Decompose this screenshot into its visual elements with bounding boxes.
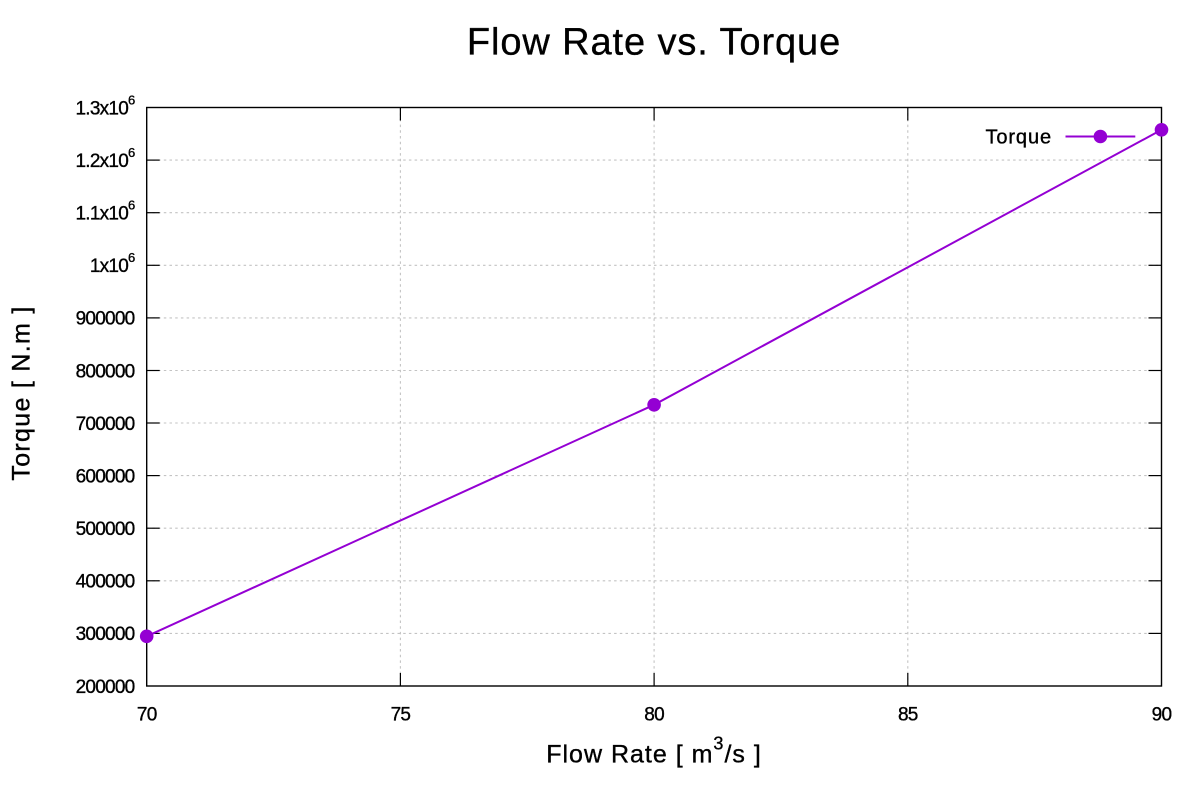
svg-text:70: 70: [137, 704, 157, 725]
svg-text:500000: 500000: [76, 519, 135, 540]
svg-text:90: 90: [1152, 704, 1172, 725]
svg-text:85: 85: [898, 704, 918, 725]
svg-text:900000: 900000: [76, 309, 135, 330]
svg-text:200000: 200000: [76, 677, 135, 698]
svg-text:800000: 800000: [76, 361, 135, 382]
svg-text:80: 80: [644, 704, 664, 725]
svg-text:75: 75: [391, 704, 411, 725]
svg-text:Torque: Torque: [985, 126, 1052, 148]
svg-text:Flow Rate vs. Torque: Flow Rate vs. Torque: [467, 22, 841, 64]
svg-text:400000: 400000: [76, 572, 135, 593]
svg-text:Torque [ N.m ]: Torque [ N.m ]: [8, 305, 36, 480]
svg-text:300000: 300000: [76, 624, 135, 645]
svg-text:600000: 600000: [76, 466, 135, 487]
svg-text:700000: 700000: [76, 414, 135, 435]
